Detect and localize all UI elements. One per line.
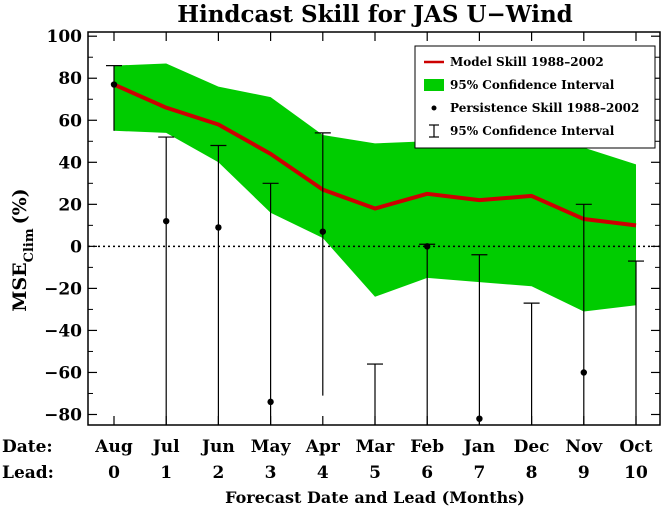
legend-label-0: Model Skill 1988–2002: [450, 55, 604, 69]
x-tick-label-lead-5: 5: [369, 463, 381, 483]
persistence-point-0: [110, 81, 118, 88]
chart-title: Hindcast Skill for JAS U−Wind: [177, 1, 573, 28]
x-tick-label-date-0: Aug: [94, 437, 133, 457]
persistence-point-1: [163, 217, 170, 225]
x-tick-label-date-2: Jun: [200, 437, 235, 457]
y-tick-label-0: −80: [44, 405, 82, 425]
x-tick-label-date-7: Jan: [462, 437, 495, 457]
svg-text:MSEClim(%): MSEClim (%): [9, 188, 37, 311]
x-tick-label-date-8: Dec: [514, 437, 550, 457]
y-tick-label-3: −20: [44, 279, 82, 299]
persistence-point-9: [580, 369, 587, 376]
x-tick-label-lead-9: 9: [578, 463, 590, 483]
x-tick-label-lead-2: 2: [212, 463, 224, 483]
x-tick-label-date-4: Apr: [305, 437, 341, 457]
y-axis-label: MSEClim (%): [9, 188, 37, 311]
x-axis-label: Forecast Date and Lead (Months): [225, 488, 525, 507]
plot-frame: [87, 31, 661, 426]
persistence-point-4: [319, 228, 326, 235]
y-axis-label-sub: Clim: [22, 228, 37, 262]
persistence-point-6: [424, 243, 431, 250]
legend-label-2: Persistence Skill 1988–2002: [450, 101, 639, 115]
x-tick-label-date-1: Jul: [151, 437, 180, 457]
x-tick-label-date-3: May: [251, 437, 292, 457]
x-tick-label-date-9: Nov: [565, 437, 603, 457]
x-tick-label-lead-10: 10: [624, 463, 648, 483]
x-tick-label-lead-0: 0: [108, 463, 120, 483]
y-tick-label-5: 20: [58, 195, 82, 215]
y-tick-label-4: 0: [70, 237, 82, 257]
y-tick-label-9: 100: [47, 27, 83, 47]
x-tick-label-date-6: Feb: [410, 437, 444, 457]
lead-row-label: Lead:: [2, 463, 54, 483]
legend-swatch-persistence: [431, 105, 437, 111]
y-axis-label-unit: (%): [9, 188, 31, 224]
date-row-label: Date:: [2, 437, 53, 457]
legend: Model Skill 1988–2002 95% Confidence Inte…: [414, 45, 656, 149]
x-tick-label-lead-3: 3: [265, 463, 277, 483]
plot-area: −80 −60 −40 −20 0 20 40 60 80 100 Aug 0 Jul 1 Jun 2 May 3…: [44, 27, 661, 483]
legend-swatch-band: [424, 79, 444, 91]
y-axis-label-main: MSE: [9, 262, 31, 311]
y-tick-label-7: 60: [58, 111, 82, 131]
model-skill-line: [113, 82, 637, 228]
x-tick-label-lead-1: 1: [160, 463, 172, 483]
legend-label-1: 95% Confidence Interval: [450, 78, 615, 92]
y-tick-label-2: −40: [44, 321, 82, 341]
y-tick-label-6: 40: [58, 153, 82, 173]
persistence-point-2: [215, 224, 222, 231]
x-tick-label-lead-4: 4: [317, 463, 329, 483]
x-tick-label-date-5: Mar: [356, 437, 396, 457]
persistence-point-3: [267, 398, 274, 406]
legend-box: [414, 45, 656, 149]
x-tick-label-date-10: Oct: [619, 437, 652, 457]
y-tick-label-1: −60: [44, 363, 82, 383]
confidence-band: [114, 63, 636, 312]
x-tick-label-lead-6: 6: [421, 463, 433, 483]
x-tick-label-lead-8: 8: [526, 463, 538, 483]
x-tick-label-lead-7: 7: [473, 463, 485, 483]
legend-label-3: 95% Confidence Interval: [450, 124, 615, 138]
y-tick-label-8: 80: [58, 69, 82, 89]
